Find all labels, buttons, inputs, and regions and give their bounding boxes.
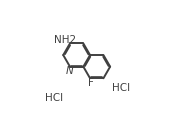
Text: HCl: HCl bbox=[112, 83, 130, 93]
Text: NH2: NH2 bbox=[54, 35, 76, 45]
Text: F: F bbox=[88, 78, 93, 88]
Text: N: N bbox=[66, 66, 73, 76]
Text: HCl: HCl bbox=[45, 93, 64, 103]
